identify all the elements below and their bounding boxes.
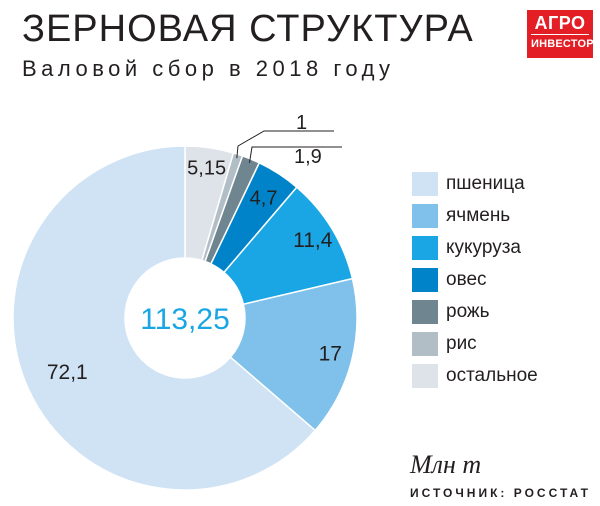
slice-label-рожь: 1,9 [294, 146, 322, 168]
slice-ячмень [229, 277, 358, 432]
legend-label: рис [446, 333, 477, 354]
slice-label-рис: 1 [296, 112, 307, 134]
chart-title: ЗЕРНОВАЯ СТРУКТУРА [22, 8, 474, 50]
logo-line-1: АГРО [534, 13, 586, 33]
slice-label-кукуруза: 11,4 [293, 229, 333, 252]
legend-swatch [412, 172, 438, 196]
legend-label: овес [446, 269, 487, 290]
legend-label: ячмень [446, 205, 511, 226]
legend-swatch [412, 364, 438, 388]
legend-item-кукуруза: кукуруза [412, 232, 538, 264]
legend-item-остальное: остальное [412, 360, 538, 392]
legend-item-ячмень: ячмень [412, 200, 538, 232]
slice-label-ячмень: 17 [319, 343, 342, 366]
slice-пшеница [12, 145, 317, 491]
donut-center-total: 113,25 [140, 303, 230, 336]
legend-label: остальное [446, 365, 538, 386]
legend-swatch [412, 204, 438, 228]
slice-label-остальное: 5,15 [187, 158, 226, 180]
leader-line-рожь [248, 146, 342, 163]
legend-label: рожь [446, 301, 490, 322]
agroinvestor-logo: АГРО ИНВЕСТОР [527, 10, 594, 58]
legend-item-пшеница: пшеница [412, 168, 538, 200]
slice-label-пшеница: 72,1 [47, 361, 88, 384]
logo-line-2: ИНВЕСТОР [531, 34, 594, 51]
legend-swatch [412, 332, 438, 356]
legend-swatch [412, 300, 438, 324]
source-note: ИСТОЧНИК: РОССТАТ [410, 486, 591, 500]
legend-item-рожь: рожь [412, 296, 538, 328]
legend-item-рис: рис [412, 328, 538, 360]
legend-label: кукуруза [446, 237, 521, 258]
legend-item-овес: овес [412, 264, 538, 296]
legend-label: пшеница [446, 173, 525, 194]
chart-legend: пшеница ячмень кукуруза овес рожь рис остально… [412, 168, 538, 392]
legend-swatch [412, 236, 438, 260]
leader-line-рис [236, 130, 334, 159]
legend-swatch [412, 268, 438, 292]
chart-subtitle: Валовой сбор в 2018 году [22, 56, 395, 81]
unit-label: Млн т [410, 450, 482, 479]
slice-label-овес: 4,7 [250, 187, 278, 209]
